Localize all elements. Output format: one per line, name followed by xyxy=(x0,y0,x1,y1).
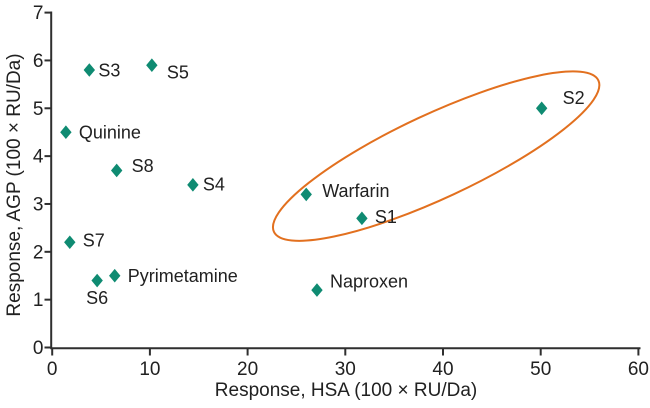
x-tick-label-40: 40 xyxy=(432,359,453,380)
x-tick-label-0: 0 xyxy=(47,359,58,380)
point-label-s7: S7 xyxy=(83,231,105,251)
point-label-s2: S2 xyxy=(563,88,585,108)
y-tick-label-4: 4 xyxy=(33,147,44,168)
highlight-ellipse xyxy=(271,70,601,242)
y-tick-label-2: 2 xyxy=(33,242,44,263)
point-label-s4: S4 xyxy=(203,174,225,194)
data-point-naproxen xyxy=(311,283,323,297)
data-point-s3 xyxy=(83,63,96,77)
data-point-s2 xyxy=(535,101,548,116)
point-label-s8: S8 xyxy=(132,156,154,176)
y-axis-title: Response, AGP (100 × RU/Da) xyxy=(4,53,25,316)
data-point-s4 xyxy=(187,178,199,192)
x-tick-label-30: 30 xyxy=(335,359,356,380)
y-tick-label-7: 7 xyxy=(33,3,44,24)
point-label-s1: S1 xyxy=(375,207,397,227)
point-label-s5: S5 xyxy=(167,63,189,83)
data-point-s1 xyxy=(356,211,368,226)
point-label-pyrimetamine: Pyrimetamine xyxy=(128,266,238,286)
data-point-s5 xyxy=(146,58,158,73)
y-tick-label-1: 1 xyxy=(33,290,44,311)
data-point-quinine xyxy=(60,125,72,140)
y-tick-label-3: 3 xyxy=(33,194,44,215)
y-tick-label-5: 5 xyxy=(33,99,44,120)
data-point-s6 xyxy=(91,273,103,288)
point-label-s6: S6 xyxy=(86,288,108,308)
data-point-s7 xyxy=(64,235,76,250)
x-tick-label-60: 60 xyxy=(628,359,649,380)
x-axis-title: Response, HSA (100 × RU/Da) xyxy=(215,380,477,401)
x-tick-label-20: 20 xyxy=(237,359,258,380)
point-label-warfarin: Warfarin xyxy=(322,181,389,201)
point-label-quinine: Quinine xyxy=(79,123,141,143)
y-tick-label-6: 6 xyxy=(33,51,44,72)
data-point-pyrimetamine xyxy=(109,268,121,283)
point-label-naproxen: Naproxen xyxy=(330,272,408,292)
axes-layer: 0 1 2 3 4 5 6 7 0 10 20 30 40 50 60 xyxy=(33,3,649,380)
data-point-s8 xyxy=(110,163,123,178)
point-label-s3: S3 xyxy=(98,61,120,81)
data-point-warfarin xyxy=(300,187,312,202)
x-tick-label-50: 50 xyxy=(530,359,551,380)
annotation-layer xyxy=(271,70,601,242)
x-tick-label-10: 10 xyxy=(139,359,160,380)
points-layer: S3 S5 Quinine S8 S4 S7 S6 Pyrimetamine Naproxen W… xyxy=(60,58,585,308)
y-tick-label-0: 0 xyxy=(33,338,44,359)
